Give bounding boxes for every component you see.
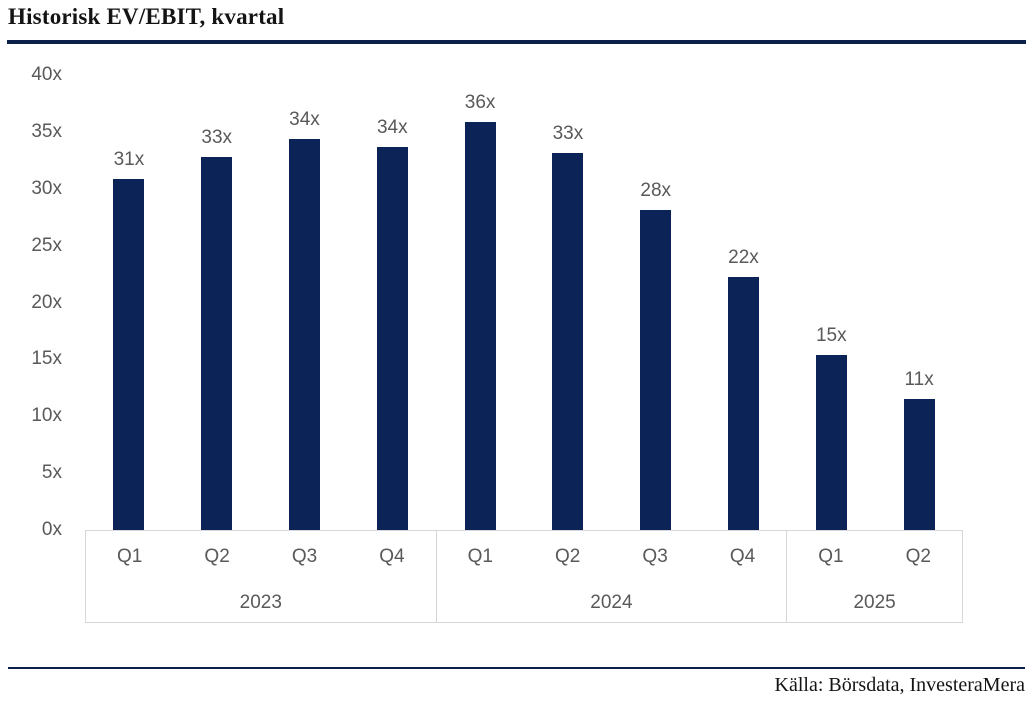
bar-value-label: 28x (640, 180, 672, 201)
year-group: Q1 Q2 2025 (786, 531, 962, 622)
bar-value-label: 34x (376, 117, 408, 138)
page-title: Historisk EV/EBIT, kvartal (8, 4, 285, 29)
bar (201, 157, 233, 530)
y-tick-label: 0x (41, 519, 62, 540)
bar-value-label: 11x (904, 369, 934, 390)
bar (289, 139, 320, 530)
plot-area: 31x 33x 34x 34x 36x 33x 28x 22x 15x 11x (85, 75, 963, 530)
source-attribution: Källa: Börsdata, InvesteraMera (774, 674, 1025, 696)
bar (552, 153, 584, 530)
quarter-label: Q4 (729, 546, 756, 567)
quarter-label: Q1 (818, 546, 844, 567)
y-tick-label: 25x (31, 234, 62, 256)
bar-value-label: 22x (728, 247, 759, 268)
y-tick-label: 5x (41, 462, 62, 484)
bar-value-label: 33x (201, 127, 233, 148)
bar (815, 355, 847, 530)
quarter-label: Q1 (117, 546, 143, 567)
bar (376, 147, 408, 530)
y-tick-label: 40x (31, 64, 62, 85)
bar-value-label: 33x (552, 123, 584, 144)
title-underline (7, 40, 1026, 44)
quarter-label: Q2 (555, 546, 581, 567)
bar (464, 122, 496, 530)
year-group: Q1 Q2 Q3 Q4 2024 (435, 531, 787, 622)
bar (728, 277, 759, 530)
year-group: Q1 Q2 Q3 Q4 2023 (86, 531, 436, 622)
bar-value-label: 34x (289, 109, 320, 130)
quarter-row: Q1 Q2 Q3 Q4 (86, 531, 436, 583)
quarter-row: Q1 Q2 Q3 Q4 (437, 531, 787, 583)
category-axis: Q1 Q2 Q3 Q4 2023 Q1 Q2 Q3 Q4 2024 Q1 Q2 2025 (85, 530, 963, 623)
bar (640, 210, 672, 530)
bar-value-label: 31x (113, 149, 145, 170)
footer-divider (8, 667, 1025, 669)
bar-value-label: 36x (464, 92, 496, 113)
quarter-label: Q1 (467, 546, 493, 567)
quarter-label: Q2 (905, 546, 931, 567)
quarter-label: Q3 (642, 546, 668, 567)
y-tick-label: 30x (31, 177, 62, 199)
year-label: 2023 (239, 591, 282, 613)
bar-value-label: 15x (815, 325, 847, 346)
y-tick-label: 10x (31, 405, 62, 427)
y-tick-label: 35x (31, 120, 62, 142)
quarter-label: Q3 (291, 546, 318, 567)
y-tick-label: 15x (31, 348, 62, 370)
quarter-row: Q1 Q2 (787, 531, 962, 583)
year-label: 2024 (590, 591, 633, 613)
y-tick-label: 20x (31, 291, 62, 313)
year-label: 2025 (853, 591, 896, 613)
bar (903, 399, 935, 530)
quarter-label: Q2 (204, 546, 230, 567)
bar (113, 179, 145, 530)
quarter-label: Q4 (379, 546, 405, 567)
y-axis: 0x 5x 10x 15x 20x 25x 30x 35x 40x (0, 64, 70, 540)
